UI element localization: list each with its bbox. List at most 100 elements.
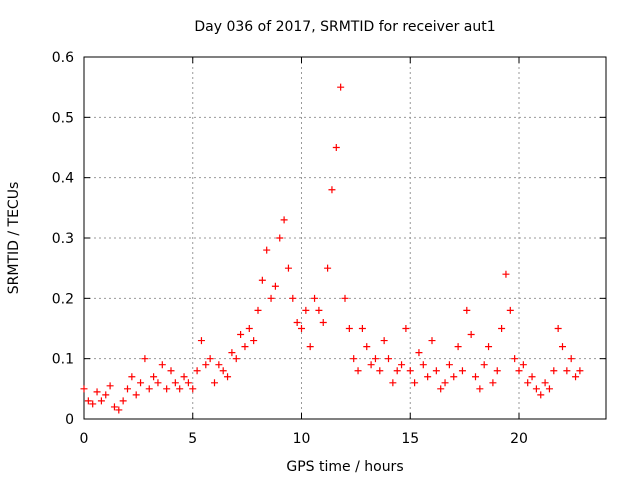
data-point — [437, 385, 445, 393]
data-point — [158, 361, 166, 369]
data-point — [137, 379, 145, 387]
data-point — [537, 391, 545, 399]
data-point — [124, 385, 131, 393]
data-point — [463, 306, 471, 314]
data-point — [502, 270, 510, 278]
data-point — [171, 379, 179, 387]
y-tick-label: 0.5 — [52, 110, 74, 126]
x-tick-label: 20 — [510, 431, 528, 447]
chart-title: Day 036 of 2017, SRMTID for receiver aut… — [194, 19, 495, 35]
data-point — [519, 361, 527, 369]
data-point — [150, 373, 158, 381]
data-point — [106, 382, 114, 390]
data-point — [228, 349, 236, 357]
y-tick-label: 0 — [65, 412, 74, 428]
data-point — [167, 367, 175, 375]
data-point — [424, 373, 432, 381]
data-point — [419, 361, 427, 369]
data-point — [345, 325, 353, 332]
data-point — [472, 373, 479, 381]
data-point — [102, 391, 110, 399]
data-point — [84, 397, 92, 405]
data-point — [389, 379, 397, 387]
data-point — [411, 379, 419, 387]
data-point — [371, 355, 379, 363]
data-point — [93, 388, 101, 396]
data-point — [211, 379, 218, 387]
data-point — [311, 294, 319, 302]
data-point — [215, 361, 223, 369]
data-point — [554, 325, 562, 332]
data-point — [250, 337, 258, 345]
data-point — [224, 373, 232, 381]
data-point — [132, 391, 140, 399]
data-point — [563, 367, 571, 375]
data-point — [406, 367, 414, 375]
data-point — [511, 355, 519, 363]
data-point — [237, 331, 245, 339]
y-tick-label: 0.2 — [52, 291, 74, 307]
data-point — [480, 361, 488, 369]
data-point — [293, 318, 301, 326]
data-point — [450, 373, 458, 381]
data-point — [180, 373, 188, 381]
data-point — [276, 234, 284, 242]
data-point — [154, 379, 162, 387]
data-point — [163, 385, 171, 393]
data-point — [415, 349, 423, 357]
data-point — [128, 373, 136, 381]
data-point — [306, 343, 314, 351]
data-point — [428, 337, 436, 345]
data-point — [232, 355, 240, 363]
data-point — [184, 379, 192, 387]
data-point — [367, 361, 375, 369]
data-point — [337, 83, 345, 91]
data-point — [393, 367, 401, 375]
data-point — [197, 337, 205, 345]
data-point — [498, 325, 506, 332]
data-point — [332, 144, 340, 151]
data-points — [80, 83, 584, 414]
data-point — [298, 325, 305, 332]
data-point — [354, 367, 362, 375]
data-point — [576, 367, 584, 375]
y-tick-label: 0.1 — [52, 352, 74, 368]
data-point — [271, 282, 279, 290]
data-point — [432, 367, 440, 375]
data-point — [254, 306, 262, 314]
data-point — [280, 216, 288, 224]
data-point — [267, 294, 275, 302]
data-point — [119, 397, 127, 405]
data-point — [567, 355, 575, 363]
data-point — [263, 246, 271, 254]
data-point — [350, 355, 358, 363]
data-point — [363, 343, 371, 351]
data-point — [245, 325, 253, 332]
data-point — [302, 306, 310, 314]
data-point — [458, 367, 466, 375]
data-point — [141, 355, 149, 363]
data-point — [545, 385, 553, 393]
axis-ticks: 0 5 10 15 20 0 0.1 0.2 0.3 0.4 0.5 0.6 — [52, 50, 606, 447]
data-point — [115, 406, 123, 414]
data-point — [219, 367, 227, 375]
data-point — [385, 355, 392, 363]
data-point — [189, 385, 197, 393]
data-point — [467, 331, 475, 339]
data-point — [376, 367, 384, 375]
data-point — [550, 367, 558, 375]
data-point — [445, 361, 453, 369]
data-point — [358, 325, 366, 332]
data-point — [528, 373, 536, 381]
data-point — [328, 186, 336, 194]
x-tick-label: 10 — [293, 431, 311, 447]
data-point — [454, 343, 462, 351]
data-point — [97, 397, 105, 405]
data-point — [110, 403, 118, 411]
data-point — [341, 294, 349, 302]
y-tick-label: 0.4 — [52, 171, 74, 187]
data-point — [258, 276, 266, 284]
x-tick-label: 5 — [188, 431, 197, 447]
